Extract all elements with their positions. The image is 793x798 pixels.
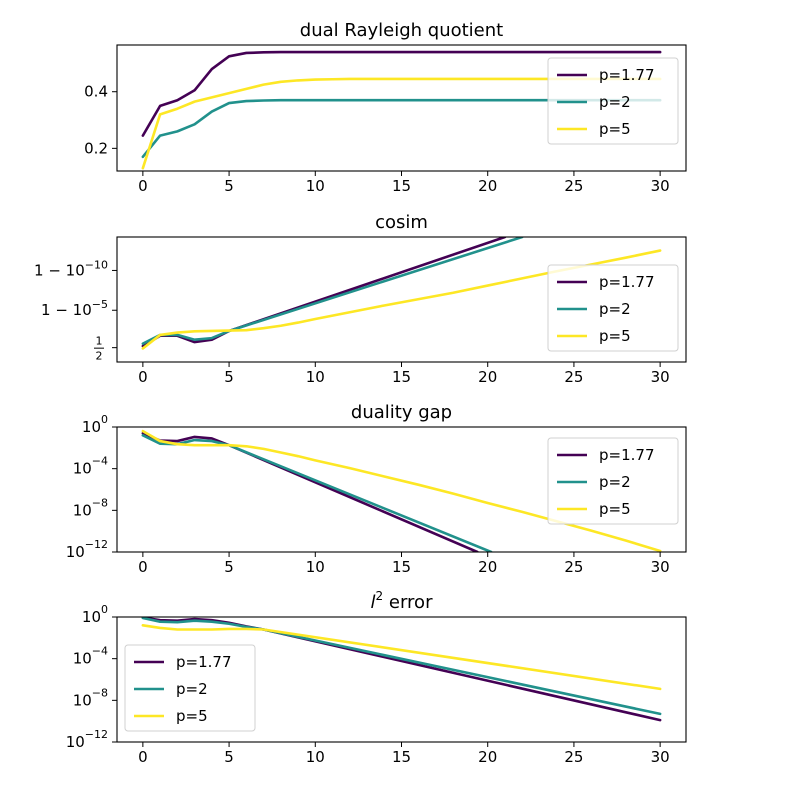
x-tick-label: 15: [392, 558, 411, 576]
x-tick-label: 10: [306, 368, 325, 386]
y-tick-label: 10−12: [66, 728, 108, 751]
legend: p=1.77 p=2 p=5: [547, 437, 679, 525]
x-tick-label: 25: [564, 748, 583, 766]
y-tick-label: 0.4: [84, 83, 108, 101]
series-group: [141, 617, 662, 722]
y-tick-label: 10−8: [73, 686, 108, 709]
x-tick-label: 5: [224, 368, 234, 386]
legend-label: p=5: [176, 707, 208, 725]
y-tick-label: 10−12: [66, 538, 108, 561]
x-tick-label: 20: [478, 177, 497, 195]
x-tick-label: 30: [651, 177, 670, 195]
x-tick-label: 30: [651, 368, 670, 386]
legend-box: [547, 437, 679, 525]
legend-box: [547, 57, 679, 145]
x-tick-label: 10: [306, 177, 325, 195]
legend: p=1.77 p=2 p=5: [547, 264, 679, 352]
x-tick-label: 30: [651, 558, 670, 576]
y-tick-label: 10−8: [73, 496, 108, 519]
x-tick-label: 0: [138, 177, 148, 195]
legend-label: p=2: [599, 300, 631, 318]
series-line-p=1.77: [141, 431, 479, 552]
legend-box: [547, 264, 679, 352]
legend-label: p=1.77: [176, 653, 232, 671]
series-line-p=5: [141, 429, 662, 552]
legend-label: p=5: [599, 120, 631, 138]
x-tick-label: 0: [138, 558, 148, 576]
legend-label: p=1.77: [599, 273, 655, 291]
x-tick-label: 25: [564, 177, 583, 195]
legend: p=1.77 p=2 p=5: [124, 644, 256, 732]
panel-4: l2 error 0 5 10 15 20 25 30 100 10−4 10−8 10−12 p=1.…: [66, 589, 687, 766]
svg-text:2: 2: [96, 350, 103, 363]
y-tick-label: 10−4: [73, 645, 108, 668]
series-group: [141, 237, 662, 350]
legend-label: p=2: [176, 680, 208, 698]
panel-3: duality gap 0 5 10 15 20 25 30 100 10−4 10−8 10−12 p…: [66, 402, 687, 576]
x-tick-label: 5: [224, 748, 234, 766]
x-tick-label: 5: [224, 558, 234, 576]
x-tick-label: 15: [392, 748, 411, 766]
legend-label: p=5: [599, 500, 631, 518]
legend-label: p=1.77: [599, 66, 655, 84]
legend-label: p=1.77: [599, 446, 655, 464]
panel-title: dual Rayleigh quotient: [300, 20, 503, 41]
legend: p=1.77 p=2 p=5: [547, 57, 679, 145]
x-tick-label: 10: [306, 748, 325, 766]
svg-text:1: 1: [96, 335, 103, 348]
panel-title: cosim: [375, 212, 428, 233]
x-tick-label: 25: [564, 368, 583, 386]
series-line-p=1.77: [141, 237, 507, 348]
x-tick-label: 15: [392, 177, 411, 195]
y-tick-label: 10−4: [73, 455, 108, 478]
x-tick-label: 20: [478, 368, 497, 386]
y-tick-label: 0.2: [84, 139, 108, 157]
legend-label: p=2: [599, 93, 631, 111]
x-tick-label: 0: [138, 748, 148, 766]
x-tick-label: 5: [224, 177, 234, 195]
series-group: [141, 429, 662, 552]
legend-box: [124, 644, 256, 732]
series-line-p=1.77: [141, 50, 662, 137]
x-tick-label: 15: [392, 368, 411, 386]
y-tick-label: 100: [82, 413, 108, 436]
legend-label: p=5: [599, 327, 631, 345]
panel-title: l2 error: [371, 589, 434, 613]
panel-1: dual Rayleigh quotient 0 5 10 15 20 25 30 0.2 0.4…: [84, 20, 687, 195]
series-line-p=5: [141, 624, 662, 691]
x-tick-label: 20: [478, 748, 497, 766]
x-tick-label: 0: [138, 368, 148, 386]
y-tick-label: 1 − 10−5: [41, 298, 108, 319]
y-tick-label: 100: [82, 603, 108, 626]
y-tick-label: 12: [94, 335, 104, 363]
y-tick-label: 1 − 10−10: [34, 258, 108, 279]
x-tick-label: 25: [564, 558, 583, 576]
x-tick-label: 10: [306, 558, 325, 576]
x-tick-label: 20: [478, 558, 497, 576]
panel-title: duality gap: [351, 402, 452, 423]
series-line-p=5: [141, 249, 662, 350]
legend-label: p=2: [599, 473, 631, 491]
x-tick-label: 30: [651, 748, 670, 766]
